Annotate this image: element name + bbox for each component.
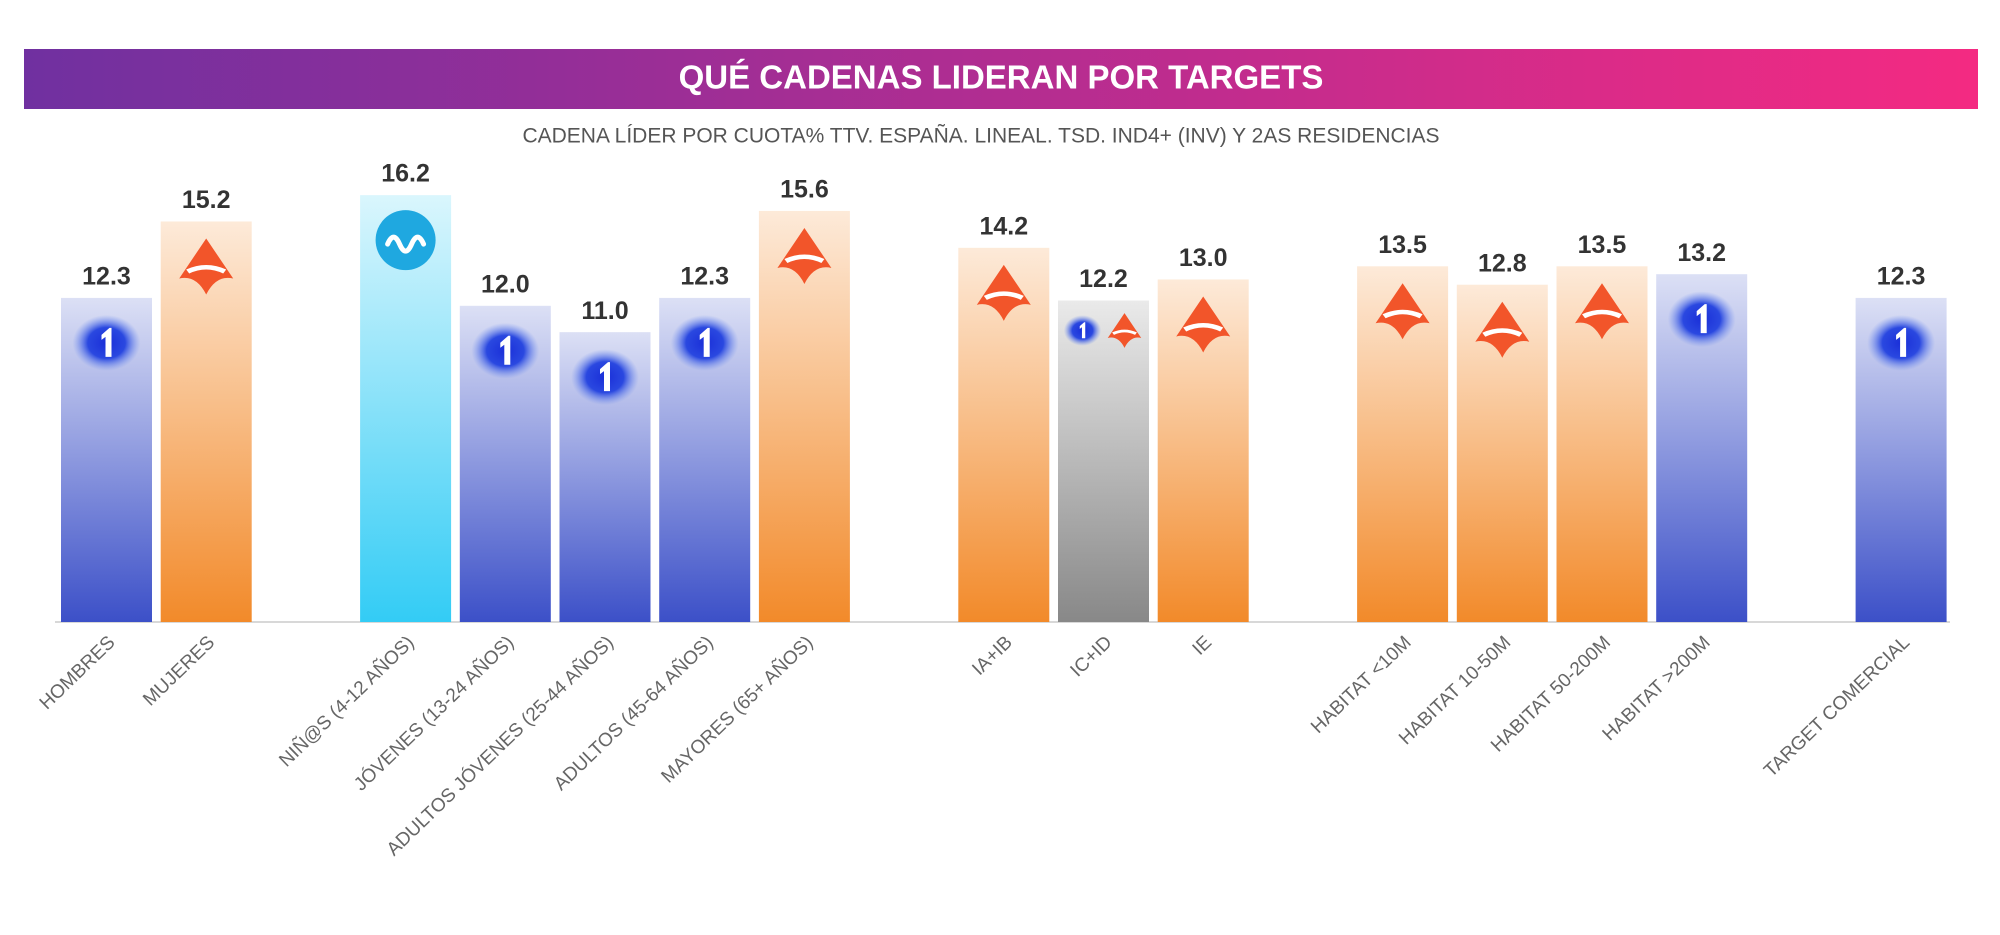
x-tick-label: HABITAT <10M xyxy=(1307,632,1415,738)
title-bar xyxy=(24,49,1978,109)
channel-logo xyxy=(1667,291,1736,348)
x-tick-label: ADULTOS JÓVENES (25-44 AÑOS) xyxy=(382,631,618,860)
channel-logo xyxy=(72,314,141,371)
logo-antena3-mark xyxy=(983,291,1024,300)
value-label: 13.5 xyxy=(1578,231,1627,259)
x-tick-label: HABITAT >200M xyxy=(1599,632,1715,745)
value-label: 12.3 xyxy=(680,263,729,291)
value-label: 12.8 xyxy=(1478,249,1527,277)
channel-logo xyxy=(777,227,832,284)
value-label: 12.3 xyxy=(82,263,131,291)
chart-title: QUÉ CADENAS LIDERAN POR TARGETS xyxy=(679,59,1324,96)
channel-logo xyxy=(571,349,639,406)
logo-antena3-mark xyxy=(1183,322,1224,332)
x-tick-label: ADULTOS (45-64 AÑOS) xyxy=(549,631,717,795)
logo-la1-glyph xyxy=(500,335,511,365)
value-label: 11.0 xyxy=(581,297,628,325)
channel-logo xyxy=(670,314,739,371)
x-tick-label: IE xyxy=(1189,632,1217,660)
value-label: 12.0 xyxy=(481,270,530,298)
logo-antena3-mark xyxy=(186,264,227,274)
logo-antena3-mark xyxy=(1112,329,1137,335)
chart-subtitle: CADENA LÍDER POR CUOTA% TTV. ESPAÑA. LIN… xyxy=(522,124,1439,148)
x-tick-label: TARGET COMERCIAL xyxy=(1760,632,1914,782)
channel-logo xyxy=(1176,296,1231,353)
value-label: 12.3 xyxy=(1877,263,1926,291)
logo-antena3-mark xyxy=(1582,309,1622,319)
channel-logo xyxy=(1063,313,1142,348)
x-tick-label: JÓVENES (13-24 AÑOS) xyxy=(350,631,519,795)
x-tick-label: IC+ID xyxy=(1067,632,1117,681)
value-label: 14.2 xyxy=(979,212,1028,240)
value-label: 15.6 xyxy=(780,176,829,204)
logo-boing xyxy=(375,210,436,271)
channel-logo xyxy=(976,264,1031,321)
logo-la1-glyph xyxy=(600,362,610,392)
value-label: 13.5 xyxy=(1378,231,1427,259)
channel-logo xyxy=(1375,283,1430,340)
logo-antena3-mark xyxy=(1482,328,1523,337)
x-tick-label: HOMBRES xyxy=(36,632,120,714)
x-tick-label: IA+IB xyxy=(968,632,1016,680)
bar xyxy=(1058,300,1149,622)
logo-la1-glyph xyxy=(699,327,710,357)
logo-la1-glyph xyxy=(1079,322,1086,339)
channel-logo xyxy=(1575,283,1629,340)
logo-la1-glyph xyxy=(1696,304,1707,334)
x-tick-label: MUJERES xyxy=(139,632,219,710)
value-label: 13.2 xyxy=(1677,239,1726,267)
logo-boing-mark xyxy=(385,234,427,254)
channel-logo xyxy=(471,322,540,379)
value-label: 16.2 xyxy=(381,160,430,188)
logo-la1-glyph xyxy=(101,327,112,357)
logo-antena3-mark xyxy=(784,254,825,263)
channel-logo xyxy=(1867,314,1936,371)
value-label: 12.2 xyxy=(1079,265,1128,293)
value-label: 15.2 xyxy=(182,186,231,214)
value-label: 13.0 xyxy=(1179,244,1228,272)
channel-logo xyxy=(179,238,234,295)
logo-la1-glyph xyxy=(1896,327,1907,357)
channel-logo xyxy=(1475,301,1530,358)
logo-antena3-mark xyxy=(1382,309,1423,319)
channel-logo xyxy=(375,210,436,271)
